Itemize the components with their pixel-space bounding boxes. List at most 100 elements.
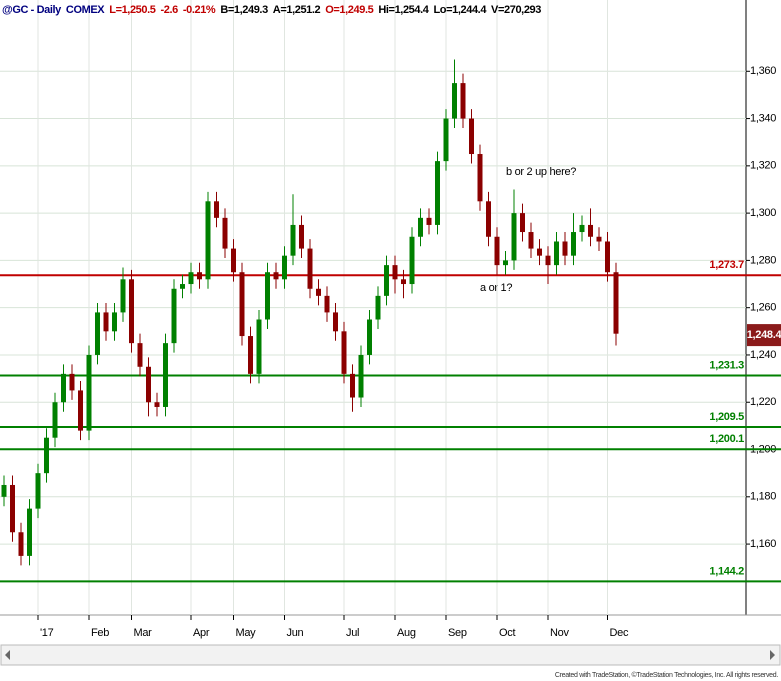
level-label: 1,144.2 xyxy=(709,565,744,577)
candle-body xyxy=(469,118,474,155)
candle-body xyxy=(588,224,593,237)
last-price-box xyxy=(747,324,781,347)
x-tick-label: Dec xyxy=(610,627,629,639)
candle-body xyxy=(426,217,432,225)
candle-body xyxy=(231,248,236,273)
candle-body xyxy=(520,213,525,233)
x-tick-label: May xyxy=(236,627,257,639)
candle-body xyxy=(86,354,92,431)
y-tick-label: 1,180 xyxy=(750,491,776,503)
x-tick-label: Nov xyxy=(550,627,569,639)
candle-body xyxy=(273,272,279,280)
candle-body xyxy=(52,402,58,438)
candle-body xyxy=(129,279,134,344)
x-tick-label: Apr xyxy=(193,627,210,639)
header-item: Lo=1,244.4 xyxy=(433,4,487,16)
x-tick-label: '17 xyxy=(40,627,54,639)
candle-body xyxy=(214,201,219,218)
level-label: 1,231.3 xyxy=(709,359,744,371)
candle-body xyxy=(613,272,619,334)
scrollbar[interactable] xyxy=(0,644,781,666)
candle-body xyxy=(197,272,202,280)
candle-body xyxy=(452,83,457,119)
candle-body xyxy=(112,312,117,332)
candle-body xyxy=(146,366,151,403)
candle-body xyxy=(401,279,406,285)
y-tick-label: 1,280 xyxy=(750,254,776,266)
candle-body xyxy=(367,319,372,355)
candle-body xyxy=(494,236,500,266)
candle-body xyxy=(10,484,15,533)
candle-body xyxy=(239,272,245,337)
candle-body xyxy=(350,373,355,398)
candle-body xyxy=(579,224,585,233)
header-item: -0.21% xyxy=(182,4,216,16)
candle-body xyxy=(528,232,534,249)
y-tick-label: 1,160 xyxy=(750,538,776,550)
y-tick-label: 1,240 xyxy=(750,349,776,361)
header-item: Hi=1,254.4 xyxy=(378,4,429,16)
candle-body xyxy=(78,390,83,431)
level-label: 1,200.1 xyxy=(709,433,744,445)
candle-body xyxy=(307,248,313,289)
footer: Created with TradeStation, ©TradeStation… xyxy=(555,671,779,679)
header-item: @GC - Daily xyxy=(2,4,61,16)
candle-body xyxy=(554,241,559,266)
candle-body xyxy=(61,373,66,403)
candle-body xyxy=(486,201,491,237)
candle-body xyxy=(205,201,211,280)
x-tick-label: Jul xyxy=(346,627,359,639)
level-label: 1,273.7 xyxy=(709,259,744,271)
y-tick-label: 1,220 xyxy=(750,396,776,408)
candle-body xyxy=(69,373,75,391)
candle-body xyxy=(333,312,338,332)
candle-body xyxy=(605,241,610,273)
candle-body xyxy=(460,83,466,119)
y-tick-label: 1,340 xyxy=(750,112,776,124)
candle-body xyxy=(358,354,364,398)
candle-body xyxy=(409,236,415,285)
candle-body xyxy=(316,288,321,296)
header-item: V=270,293 xyxy=(491,4,541,16)
candle-body xyxy=(154,402,160,407)
candle-body xyxy=(511,213,517,261)
y-tick-label: 1,260 xyxy=(750,302,776,314)
y-tick-label: 1,360 xyxy=(750,65,776,77)
header-item: A=1,251.2 xyxy=(272,4,321,16)
candle-body xyxy=(290,224,296,256)
candle-body xyxy=(18,532,24,556)
header-item: COMEX xyxy=(65,4,105,16)
candle-body xyxy=(341,331,347,374)
candle-body xyxy=(120,279,126,313)
header-item: L=1,250.5 xyxy=(109,4,156,16)
candle-body xyxy=(324,295,330,313)
x-tick-label: Feb xyxy=(91,627,109,639)
x-tick-label: Aug xyxy=(397,627,416,639)
candle-body xyxy=(503,260,508,266)
candle-body xyxy=(375,295,381,320)
scroll-left[interactable] xyxy=(5,650,10,660)
x-tick-label: Mar xyxy=(134,627,153,639)
candle-body xyxy=(562,241,568,256)
candle-body xyxy=(443,118,449,162)
header: @GC - Daily COMEX L=1,250.5 -2.6 -0.21% B=1,2… xyxy=(2,4,541,16)
level-label: 1,209.5 xyxy=(709,411,744,423)
candle-body xyxy=(384,265,389,296)
y-tick-label: 1,320 xyxy=(750,160,776,172)
candle-body xyxy=(418,217,423,237)
candle-body xyxy=(44,437,49,474)
candle-body xyxy=(596,236,602,242)
last-price-label: 1,248.4 xyxy=(747,329,781,341)
candle-body xyxy=(265,272,270,320)
candle-body xyxy=(137,343,143,367)
x-tick-label: Sep xyxy=(448,627,467,639)
candle-body xyxy=(1,484,7,497)
scroll-right[interactable] xyxy=(770,650,775,660)
candle-body xyxy=(222,217,228,249)
header-item: B=1,249.3 xyxy=(220,4,268,16)
candle-body xyxy=(299,224,304,249)
candle-body xyxy=(282,255,287,280)
candle-body xyxy=(435,161,440,225)
candle-body xyxy=(537,248,542,256)
